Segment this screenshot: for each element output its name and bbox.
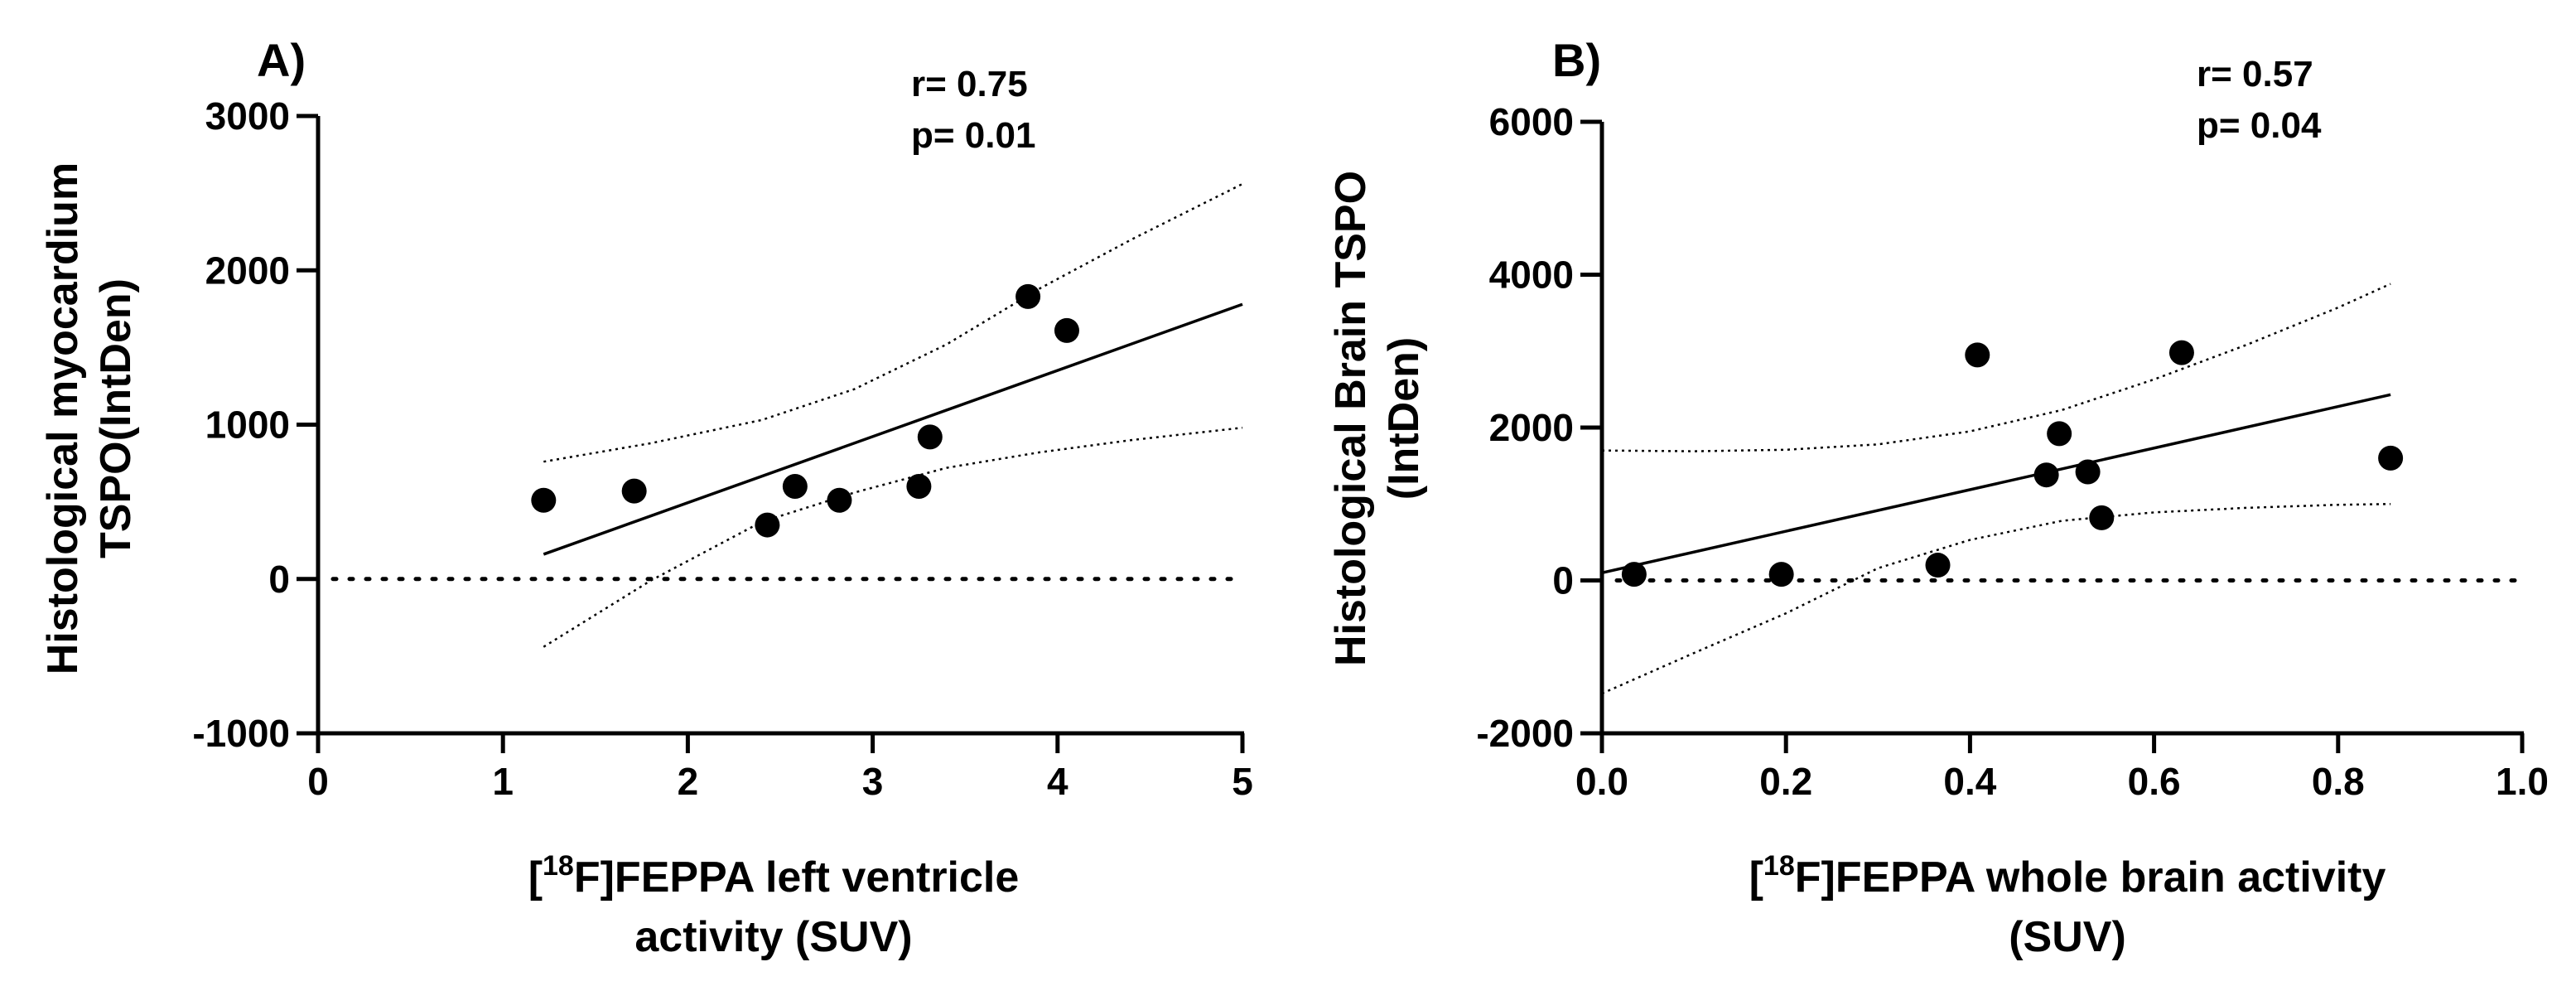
y-axis-title-a-line2: TSPO(IntDen) xyxy=(92,278,140,558)
y-tick-label-a: 3000 xyxy=(205,94,290,138)
data-point-a xyxy=(1015,283,1041,309)
data-point-a xyxy=(917,424,943,450)
y-tick-label-a: 0 xyxy=(268,558,290,601)
stat-r-b: r= 0.57 xyxy=(2197,54,2313,94)
x-tick-label-b: 0.2 xyxy=(1759,760,1812,803)
data-point-b xyxy=(2378,445,2404,471)
y-tick-label-a: 1000 xyxy=(205,404,290,447)
data-point-b xyxy=(1965,342,1990,368)
ci-lower-band-a xyxy=(543,426,1243,648)
x-tick-label-b: 1.0 xyxy=(2496,760,2549,803)
data-point-b xyxy=(2089,505,2115,530)
x-tick-label-a: 2 xyxy=(678,760,699,803)
x-tick-label-a: 5 xyxy=(1232,760,1253,803)
chart-panel-a: A) r= 0.75 p= 0.01 Histological myocardi… xyxy=(39,34,1253,961)
y-tick-label-a: -1000 xyxy=(192,712,290,755)
x-tick-label-b: 0.4 xyxy=(1943,760,1996,803)
regression-line-a xyxy=(543,302,1243,556)
y-tick-label-b: 6000 xyxy=(1489,100,1574,143)
y-tick-label-b: 2000 xyxy=(1489,406,1574,449)
y-tick-label-b: 4000 xyxy=(1489,254,1574,297)
y-tick-label-a: 2000 xyxy=(205,249,290,292)
x-axis-title-b-main: F]FEPPA whole brain activity xyxy=(1795,853,2386,902)
x-tick-label-b: 0.6 xyxy=(2128,760,2181,803)
x-axis-title-a-line2: activity (SUV) xyxy=(634,913,912,961)
x-tick-label-a: 3 xyxy=(862,760,884,803)
y-axis-title-b-line2: (IntDen) xyxy=(1380,337,1428,500)
x-axis-title-b-prefix: [ xyxy=(1749,853,1763,902)
data-point-a xyxy=(621,478,647,504)
chart-panel-b: B) r= 0.57 p= 0.04 Histological Brain TS… xyxy=(1327,34,2549,961)
x-tick-label-a: 4 xyxy=(1047,760,1069,803)
y-axis-title-a-line1: Histological myocardium xyxy=(39,162,87,674)
x-axis-title-a-line1: [18F]FEPPA left ventricle xyxy=(528,850,1020,902)
data-point-a xyxy=(755,512,780,538)
data-point-a xyxy=(827,487,852,513)
panel-label-b: B) xyxy=(1552,34,1601,86)
x-axis-title-b-line1: [18F]FEPPA whole brain activity xyxy=(1749,850,2386,902)
data-point-a xyxy=(531,487,557,513)
ci-upper-band-a xyxy=(543,182,1243,463)
y-tick-label-b: -2000 xyxy=(1476,712,1574,755)
x-axis-title-a-main: F]FEPPA left ventricle xyxy=(574,853,1019,902)
data-point-a xyxy=(782,474,808,499)
data-point-b xyxy=(2033,462,2059,488)
regression-line-b xyxy=(1601,393,2391,574)
x-tick-label-a: 1 xyxy=(492,760,514,803)
data-point-b xyxy=(2047,421,2072,447)
data-point-b xyxy=(2075,459,2101,485)
x-tick-label-b: 0.8 xyxy=(2312,760,2365,803)
data-point-a xyxy=(906,474,932,499)
data-point-b xyxy=(1621,562,1647,587)
x-tick-label-b: 0.0 xyxy=(1575,760,1628,803)
stat-r-a: r= 0.75 xyxy=(911,64,1028,104)
ci-upper-band-b xyxy=(1601,283,2391,452)
y-axis-title-b-line1: Histological Brain TSPO xyxy=(1327,171,1375,666)
ci-lower-band-b xyxy=(1601,503,2391,695)
data-point-a xyxy=(1054,317,1079,343)
x-axis-title-b-line2: (SUV) xyxy=(2009,913,2126,961)
x-axis-title-a-sup: 18 xyxy=(543,850,574,882)
panel-label-a: A) xyxy=(257,34,306,86)
stat-p-a: p= 0.01 xyxy=(911,115,1035,156)
data-point-b xyxy=(2168,340,2194,365)
x-axis-title-a-prefix: [ xyxy=(528,853,543,902)
y-tick-label-b: 0 xyxy=(1552,559,1574,602)
x-tick-label-a: 0 xyxy=(307,760,329,803)
x-axis-title-b-sup: 18 xyxy=(1763,850,1795,882)
stat-p-b: p= 0.04 xyxy=(2197,105,2322,146)
data-point-b xyxy=(1925,553,1951,578)
data-point-b xyxy=(1768,562,1794,587)
